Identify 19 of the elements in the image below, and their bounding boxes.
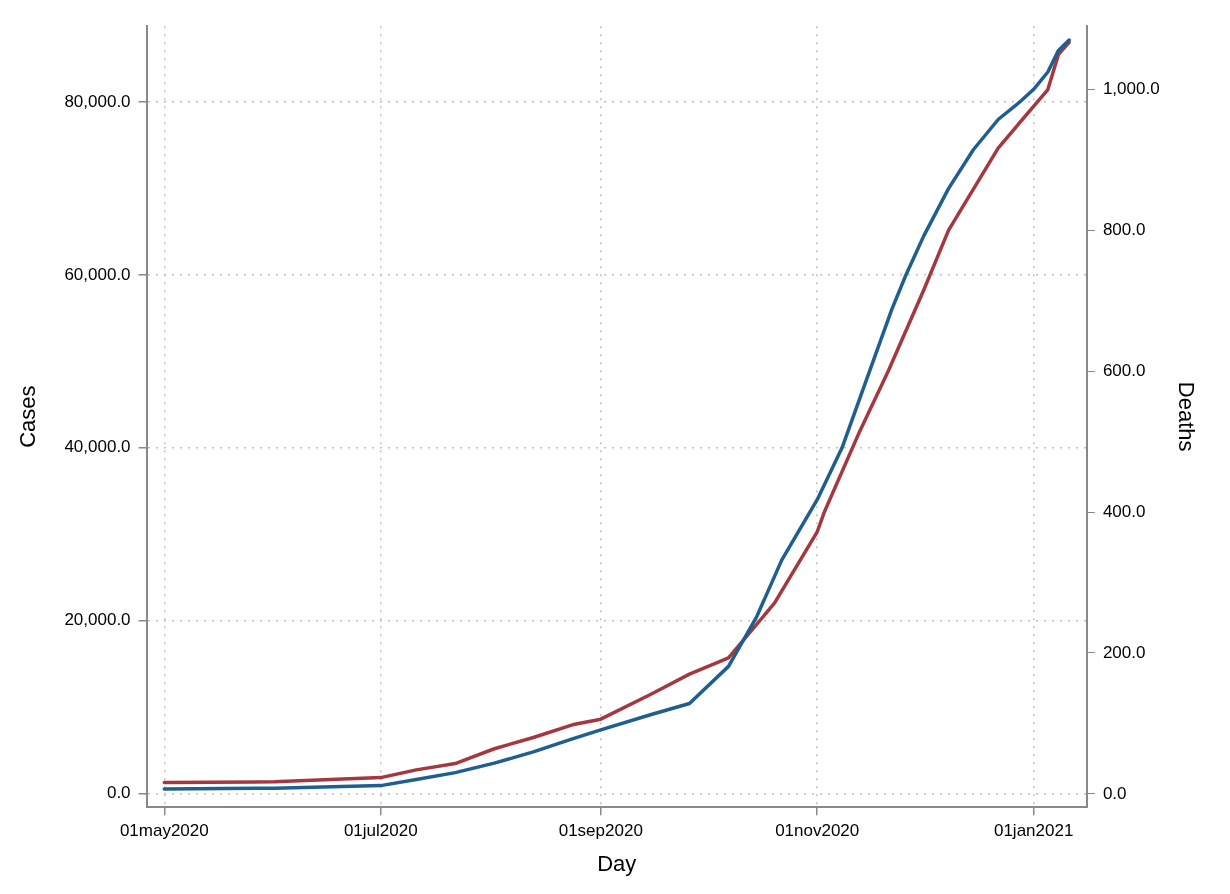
- y-axis-title: Cases: [15, 385, 41, 448]
- y-tick-label: 80,000.0: [64, 91, 131, 111]
- y-tick-label: 40,000.0: [64, 437, 131, 457]
- x-tick-label: 01jan2021: [993, 821, 1074, 841]
- x-tick-label: 01may2020: [119, 821, 209, 841]
- y2-tick-label: 1,000.0: [1102, 79, 1160, 99]
- x-tick-label: 01sep2020: [558, 821, 643, 841]
- y2-axis-title: Deaths: [1173, 381, 1199, 452]
- y-tick-label: 20,000.0: [64, 610, 131, 630]
- y2-tick-label: 600.0: [1102, 360, 1146, 380]
- x-tick-label: 01jul2020: [343, 821, 418, 841]
- y2-tick-label: 400.0: [1102, 501, 1146, 521]
- y2-tick-label: 200.0: [1102, 642, 1146, 662]
- y-tick-label: 60,000.0: [64, 264, 131, 284]
- y-tick-label: 0.0: [106, 783, 131, 803]
- x-axis-title: Day: [597, 850, 637, 876]
- x-tick-label: 01nov2020: [775, 821, 860, 841]
- y2-tick-label: 800.0: [1102, 220, 1146, 240]
- y2-tick-label: 0.0: [1102, 783, 1127, 803]
